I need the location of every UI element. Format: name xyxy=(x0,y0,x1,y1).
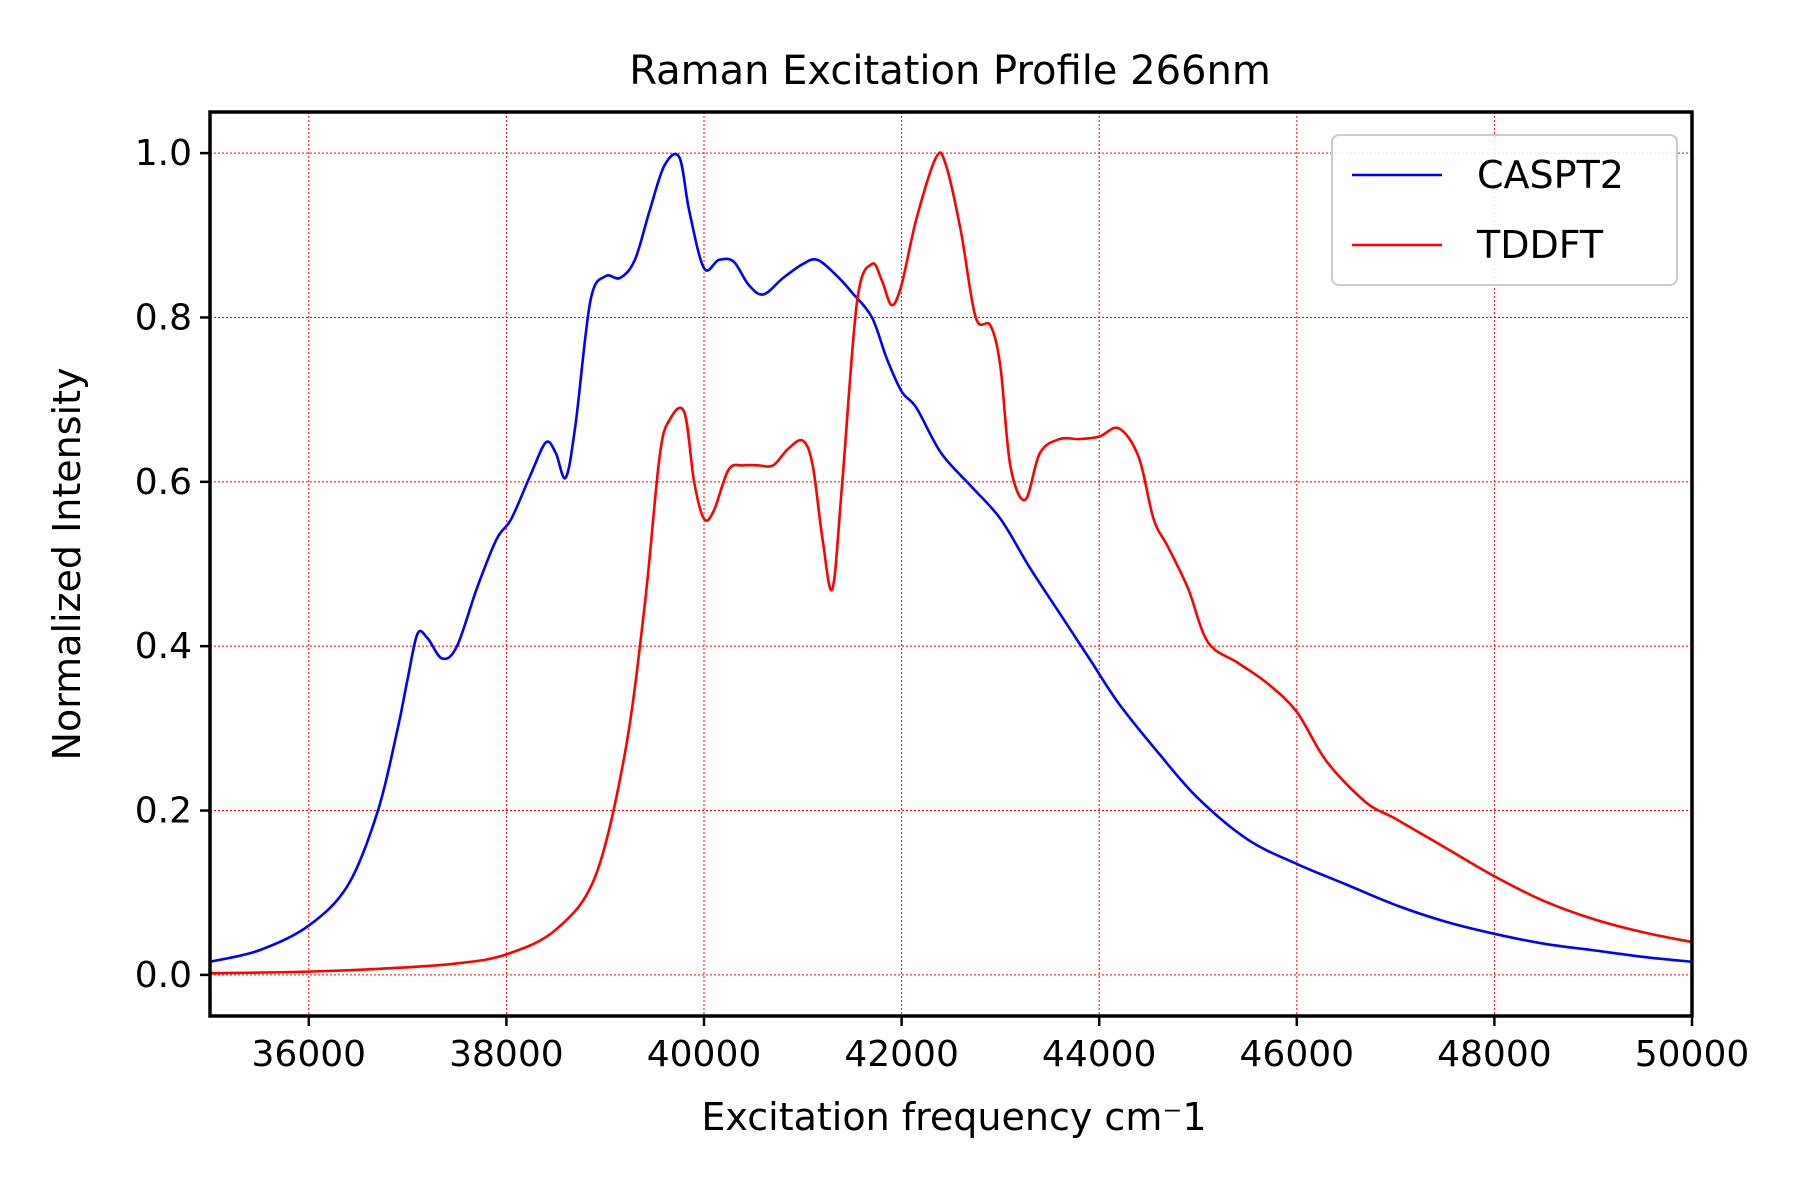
chart-title: Raman Excitation Profile 266nm xyxy=(629,48,1271,94)
x-tick-label: 44000 xyxy=(1042,1034,1157,1075)
legend-label: TDDFT xyxy=(1476,223,1604,267)
x-tick-label: 46000 xyxy=(1240,1034,1355,1075)
y-axis-ticks: 0.0 0.2 0.4 0.6 0.8 1.0 xyxy=(135,133,210,996)
x-tick-label: 40000 xyxy=(647,1034,762,1075)
legend-label: CASPT2 xyxy=(1477,153,1624,197)
y-tick-label: 0.6 xyxy=(135,462,192,503)
legend-box xyxy=(1331,134,1678,286)
y-tick-label: 0.2 xyxy=(135,791,192,832)
y-tick-label: 0.8 xyxy=(135,297,192,338)
x-tick-label: 38000 xyxy=(449,1034,564,1075)
x-tick-label: 36000 xyxy=(252,1034,367,1075)
series-lines xyxy=(209,151,1693,975)
legend: CASPT2 TDDFT xyxy=(1331,134,1678,286)
y-tick-label: 0.0 xyxy=(135,955,192,996)
x-tick-label: 50000 xyxy=(1635,1034,1750,1075)
y-tick-label: 1.0 xyxy=(135,133,192,174)
plot-frame xyxy=(208,110,1694,1018)
series-line-tddft xyxy=(209,151,1693,975)
y-tick-label: 0.4 xyxy=(135,626,192,667)
series-line-caspt2 xyxy=(209,152,1693,964)
x-tick-label: 48000 xyxy=(1437,1034,1552,1075)
y-axis-label: Normalized Intensity xyxy=(45,368,89,761)
x-axis-ticks: 36000 38000 40000 42000 44000 46000 48000 50000 xyxy=(252,1016,1750,1075)
x-axis-label: Excitation frequency cm⁻1 xyxy=(701,1095,1206,1139)
x-tick-label: 42000 xyxy=(844,1034,959,1075)
